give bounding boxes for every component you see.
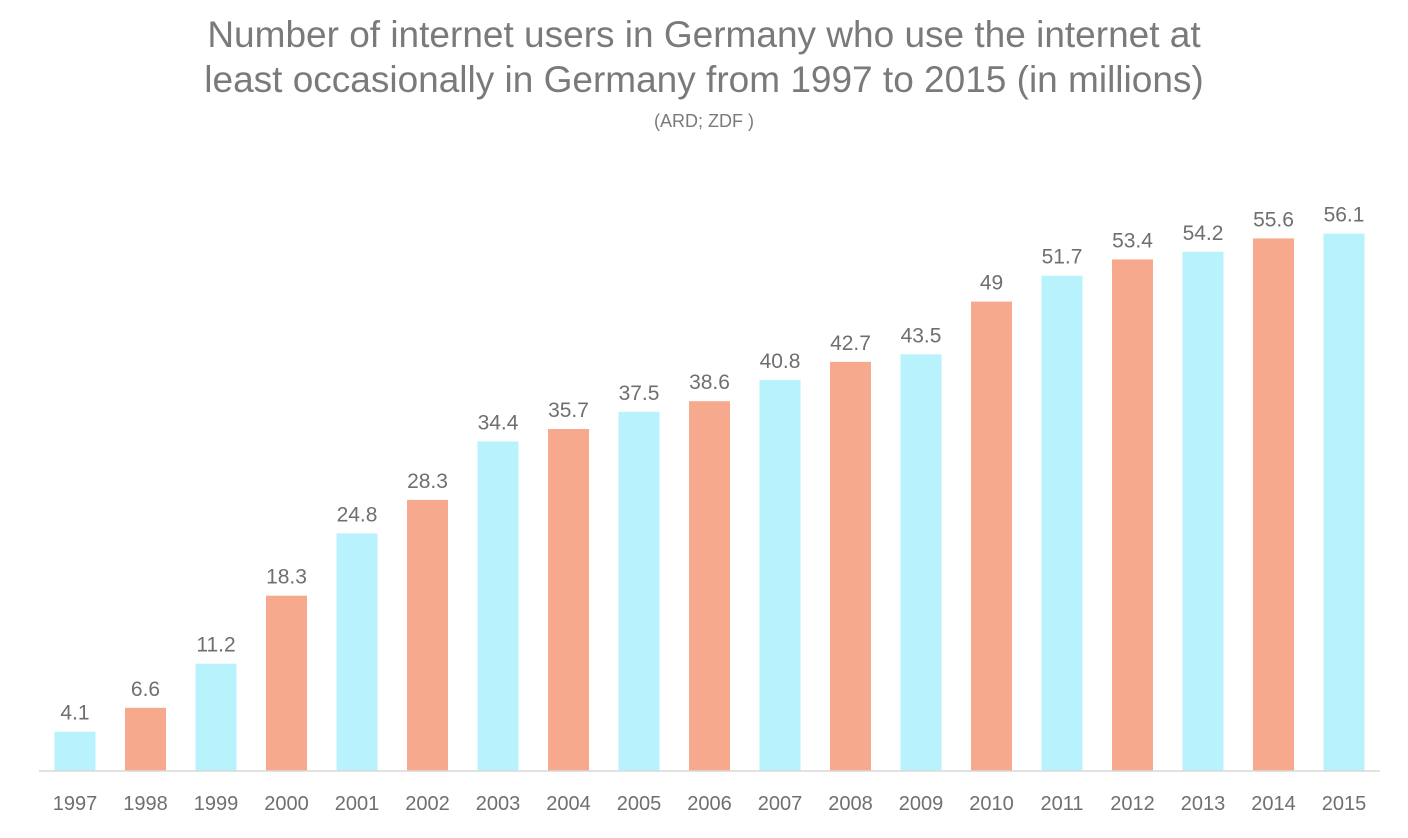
x-tick-label-2008: 2008 <box>828 793 873 815</box>
x-tick-label-2013: 2013 <box>1181 793 1226 815</box>
x-tick-label-2015: 2015 <box>1322 793 1367 815</box>
bar-2014 <box>1253 238 1294 771</box>
x-tick-label-2014: 2014 <box>1251 793 1296 815</box>
x-tick-label-2004: 2004 <box>546 793 591 815</box>
bar-2004 <box>548 429 589 771</box>
x-tick-label-2012: 2012 <box>1110 793 1155 815</box>
bar-2006 <box>689 401 730 771</box>
bar-2009 <box>900 354 942 771</box>
x-tick-label-2006: 2006 <box>687 793 732 815</box>
bar-2008 <box>830 361 871 771</box>
bar-2000 <box>266 595 307 771</box>
x-tick-label-1997: 1997 <box>53 793 98 815</box>
bar-2003 <box>477 441 519 771</box>
x-tick-label-2009: 2009 <box>899 793 944 815</box>
x-tick-label-2005: 2005 <box>617 793 662 815</box>
value-label-2000: 18.3 <box>266 566 307 589</box>
value-label-1997: 4.1 <box>60 702 89 725</box>
x-tick-label-2001: 2001 <box>335 793 380 815</box>
value-label-2013: 54.2 <box>1183 222 1224 245</box>
bar-1997 <box>54 731 96 771</box>
x-tick-label-2011: 2011 <box>1040 793 1083 815</box>
bar-2002 <box>407 499 448 771</box>
value-label-2007: 40.8 <box>760 350 801 373</box>
value-label-2012: 53.4 <box>1112 229 1153 252</box>
x-tick-label-2010: 2010 <box>969 793 1014 815</box>
x-tick-label-2002: 2002 <box>405 793 450 815</box>
x-tick-label-2007: 2007 <box>758 793 803 815</box>
x-tick-labels-group: 1997 1998 1999 2000 2001 2002 2003 2004 2005 2006… <box>53 793 1367 815</box>
bar-2015 <box>1323 233 1365 772</box>
value-label-2003: 34.4 <box>478 411 519 434</box>
bar-2011 <box>1041 275 1083 771</box>
x-tick-label-1998: 1998 <box>123 793 168 815</box>
value-label-2009: 43.5 <box>901 324 942 347</box>
value-label-2014: 55.6 <box>1253 208 1294 231</box>
value-label-1999: 11.2 <box>196 634 235 657</box>
bar-2013 <box>1182 251 1224 772</box>
value-label-2005: 37.5 <box>619 382 660 405</box>
bar-2010 <box>971 301 1012 771</box>
value-label-2015: 56.1 <box>1324 204 1365 227</box>
chart-title: Number of internet users in Germany who … <box>204 14 1204 100</box>
bar-2007 <box>759 380 801 771</box>
bar-2005 <box>618 411 660 772</box>
bar-1998 <box>125 707 166 771</box>
value-label-2010: 49 <box>980 272 1003 295</box>
chart-subtitle: (ARD; ZDF ) <box>654 111 754 131</box>
bar-2001 <box>336 533 378 771</box>
value-label-2008: 42.7 <box>830 332 871 355</box>
value-label-2004: 35.7 <box>548 399 589 422</box>
x-tick-label-2003: 2003 <box>476 793 521 815</box>
x-tick-label-1999: 1999 <box>194 793 239 815</box>
bar-2012 <box>1112 259 1153 771</box>
bar-1999 <box>195 663 237 771</box>
value-label-1998: 6.6 <box>131 678 160 701</box>
value-label-2001: 24.8 <box>337 503 378 526</box>
value-label-2011: 51.7 <box>1042 246 1083 269</box>
bars-group <box>54 233 1365 772</box>
x-tick-label-2000: 2000 <box>264 793 309 815</box>
value-label-2006: 38.6 <box>689 371 730 394</box>
value-label-2002: 28.3 <box>407 470 448 493</box>
value-labels-group: 4.1 6.6 11.2 18.3 24.8 28.3 34.4 35.7 37.5 38.6 40… <box>60 204 1364 725</box>
